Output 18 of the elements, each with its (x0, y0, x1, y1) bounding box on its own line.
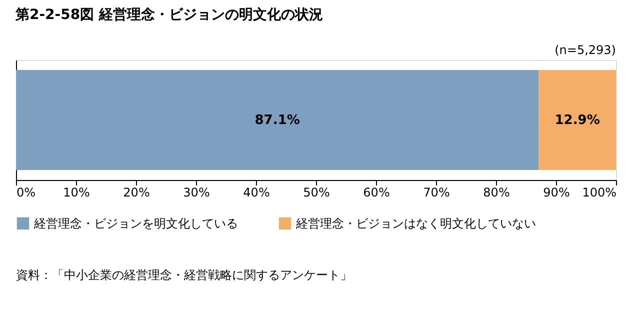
x-tick-label: 60% (363, 186, 390, 200)
x-tick-label: 40% (243, 186, 270, 200)
x-tick-label: 0% (16, 186, 36, 200)
x-tick-label: 100% (582, 186, 616, 200)
x-tick-label: 20% (123, 186, 150, 200)
legend-label: 経営理念・ビジョンを明文化している (33, 216, 238, 230)
x-tick-label: 10% (63, 186, 90, 200)
legend-label: 経営理念・ビジョンはなく明文化していない (295, 216, 536, 230)
x-tick-label: 90% (543, 186, 570, 200)
data-label: 87.1% (254, 113, 300, 128)
chart-title: 第2-2-58図 経営理念・ビジョンの明文化の状況 (14, 6, 323, 23)
x-tick-label: 80% (483, 186, 510, 200)
data-label: 12.9% (554, 113, 600, 128)
x-tick-label: 70% (423, 186, 450, 200)
text: 資料：「中小企業の経営理念・経営戦略に関するアンケート」 (16, 268, 352, 282)
x-tick-label: 50% (303, 186, 330, 200)
x-tick-label: 30% (183, 186, 210, 200)
text: (n=5,293) (554, 43, 616, 57)
